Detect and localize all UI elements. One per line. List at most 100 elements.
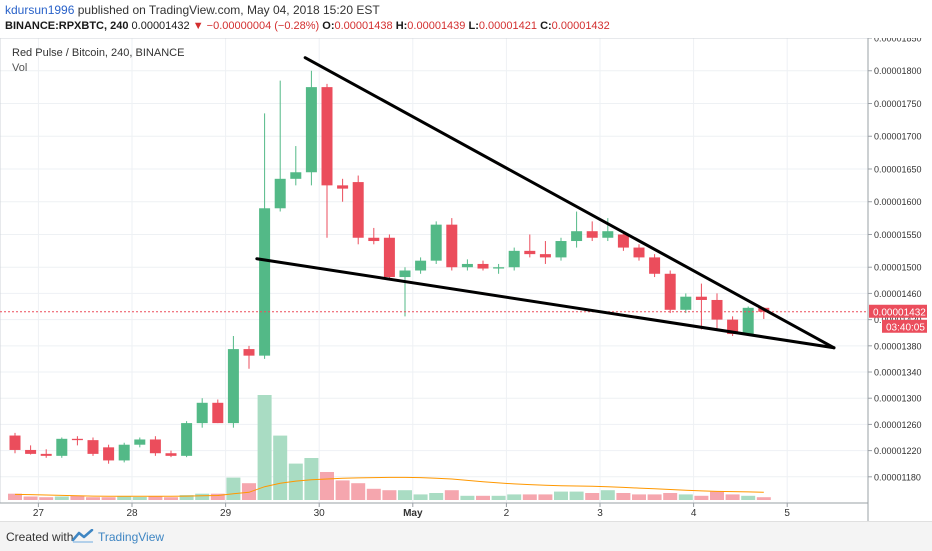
volume-bar: [398, 490, 412, 500]
time-axis-label: 4: [691, 508, 697, 519]
candle-body: [727, 319, 739, 335]
created-with-text: Created with: [6, 530, 74, 544]
price-axis-label: 0.00001380: [874, 341, 922, 351]
volume-bars: [8, 395, 771, 500]
candle-body: [571, 231, 583, 242]
candle-body: [71, 438, 83, 441]
published-text: published on TradingView.com, May 04, 20…: [77, 3, 380, 17]
volume-bar: [304, 458, 319, 500]
candle-body: [337, 185, 349, 189]
candle-body: [290, 172, 302, 179]
volume-bar: [429, 493, 444, 500]
volume-bar: [507, 494, 522, 500]
chart-legend-title: Red Pulse / Bitcoin, 240, BINANCE: [12, 47, 184, 59]
volume-bar: [585, 493, 600, 500]
price-axis-label: 0.00001180: [874, 472, 921, 482]
volume-bar: [616, 493, 631, 500]
footer-bar: Created with TradingView: [0, 521, 932, 551]
volume-bar: [117, 496, 132, 500]
volume-bar: [101, 497, 116, 500]
time-axis[interactable]: 27 28 29 30 May 2 3 4 5: [33, 503, 791, 519]
candle-body: [493, 267, 505, 269]
open-value: 0.00001438: [334, 20, 393, 32]
time-axis-label: 27: [33, 508, 45, 519]
candle-body: [181, 423, 193, 456]
volume-bar: [678, 494, 693, 500]
candle-body: [118, 444, 130, 461]
price-axis-label: 0.00001700: [874, 132, 922, 142]
volume-bar: [70, 495, 85, 500]
countdown-tag-bg: [882, 319, 927, 333]
price-axis[interactable]: 0.00001850 0.00001800 0.00001750 0.00001700…: [868, 38, 922, 482]
volume-bar: [335, 480, 350, 500]
candle-body: [56, 438, 68, 456]
candle-body: [165, 453, 177, 456]
price-axis-label: 0.00001340: [874, 368, 922, 378]
volume-bar: [23, 496, 38, 500]
volume-bar: [741, 495, 756, 500]
published-line: kdursun1996 published on TradingView.com…: [5, 3, 380, 17]
trendlines[interactable]: [255, 56, 836, 350]
time-axis-label: 28: [126, 508, 138, 519]
volume-legend-label: Vol: [12, 62, 27, 74]
price-axis-label: 0.00001650: [874, 164, 922, 174]
volume-bar: [444, 490, 459, 500]
volume-bar: [554, 491, 568, 500]
candle-body: [477, 263, 489, 269]
time-axis-label: 30: [314, 508, 326, 519]
volume-bar: [39, 497, 54, 500]
volume-bar: [522, 494, 537, 500]
countdown-label: 03:40:05: [886, 322, 925, 333]
volume-bar: [179, 495, 194, 500]
candle-body: [149, 439, 161, 454]
candlesticks: [9, 70, 770, 464]
tradingview-brand-link[interactable]: TradingView: [98, 530, 165, 544]
volume-bar: [632, 494, 646, 500]
candle-body: [352, 182, 364, 238]
price-axis-label: 0.00001260: [874, 420, 922, 430]
price-chart[interactable]: 0.00001850 0.00001800 0.00001750 0.00001700…: [0, 38, 932, 521]
low-label: L:: [468, 20, 479, 32]
candle-body: [259, 208, 271, 356]
candle-body: [711, 299, 723, 320]
candle-body: [243, 349, 255, 356]
candle-body: [602, 231, 614, 238]
candle-body: [649, 257, 661, 274]
volume-bar: [366, 488, 381, 500]
tradingview-logo-icon[interactable]: [72, 529, 94, 543]
volume-bar: [8, 493, 22, 500]
candle-body: [617, 234, 629, 248]
last-price-tag: 0.00001432 03:40:05: [869, 304, 927, 333]
volume-bar: [538, 494, 553, 500]
high-label: H:: [395, 20, 408, 32]
time-axis-label: 3: [597, 508, 603, 519]
candle-body: [212, 402, 224, 424]
price-axis-label: 0.00001550: [874, 230, 922, 240]
volume-bar: [320, 472, 334, 500]
volume-bar: [210, 493, 225, 500]
candle-body: [446, 224, 458, 268]
header-bar: kdursun1996 published on TradingView.com…: [0, 0, 932, 38]
volume-bar: [226, 477, 241, 500]
trendline-lower: [255, 257, 836, 350]
candle-body: [430, 224, 442, 261]
candle-body: [368, 237, 380, 242]
price-change: ▼ −0.00000004 (−0.28%): [192, 20, 320, 32]
candle-body: [524, 250, 536, 255]
high-value: 0.00001439: [407, 20, 466, 32]
candle-body: [586, 231, 598, 238]
candle-body: [103, 447, 115, 461]
volume-bar: [195, 493, 210, 500]
candle-body: [87, 440, 99, 454]
last-price-tag-label: 0.00001432: [873, 307, 926, 318]
publisher-username[interactable]: kdursun1996: [5, 3, 75, 17]
volume-bar: [413, 494, 428, 500]
volume-bar: [273, 435, 288, 500]
volume-bar: [382, 490, 397, 500]
volume-bar: [476, 495, 490, 500]
volume-bar: [725, 494, 740, 500]
volume-bar: [694, 495, 709, 500]
candle-body: [40, 453, 52, 456]
volume-bar: [569, 491, 584, 500]
time-axis-label: May: [403, 508, 423, 519]
